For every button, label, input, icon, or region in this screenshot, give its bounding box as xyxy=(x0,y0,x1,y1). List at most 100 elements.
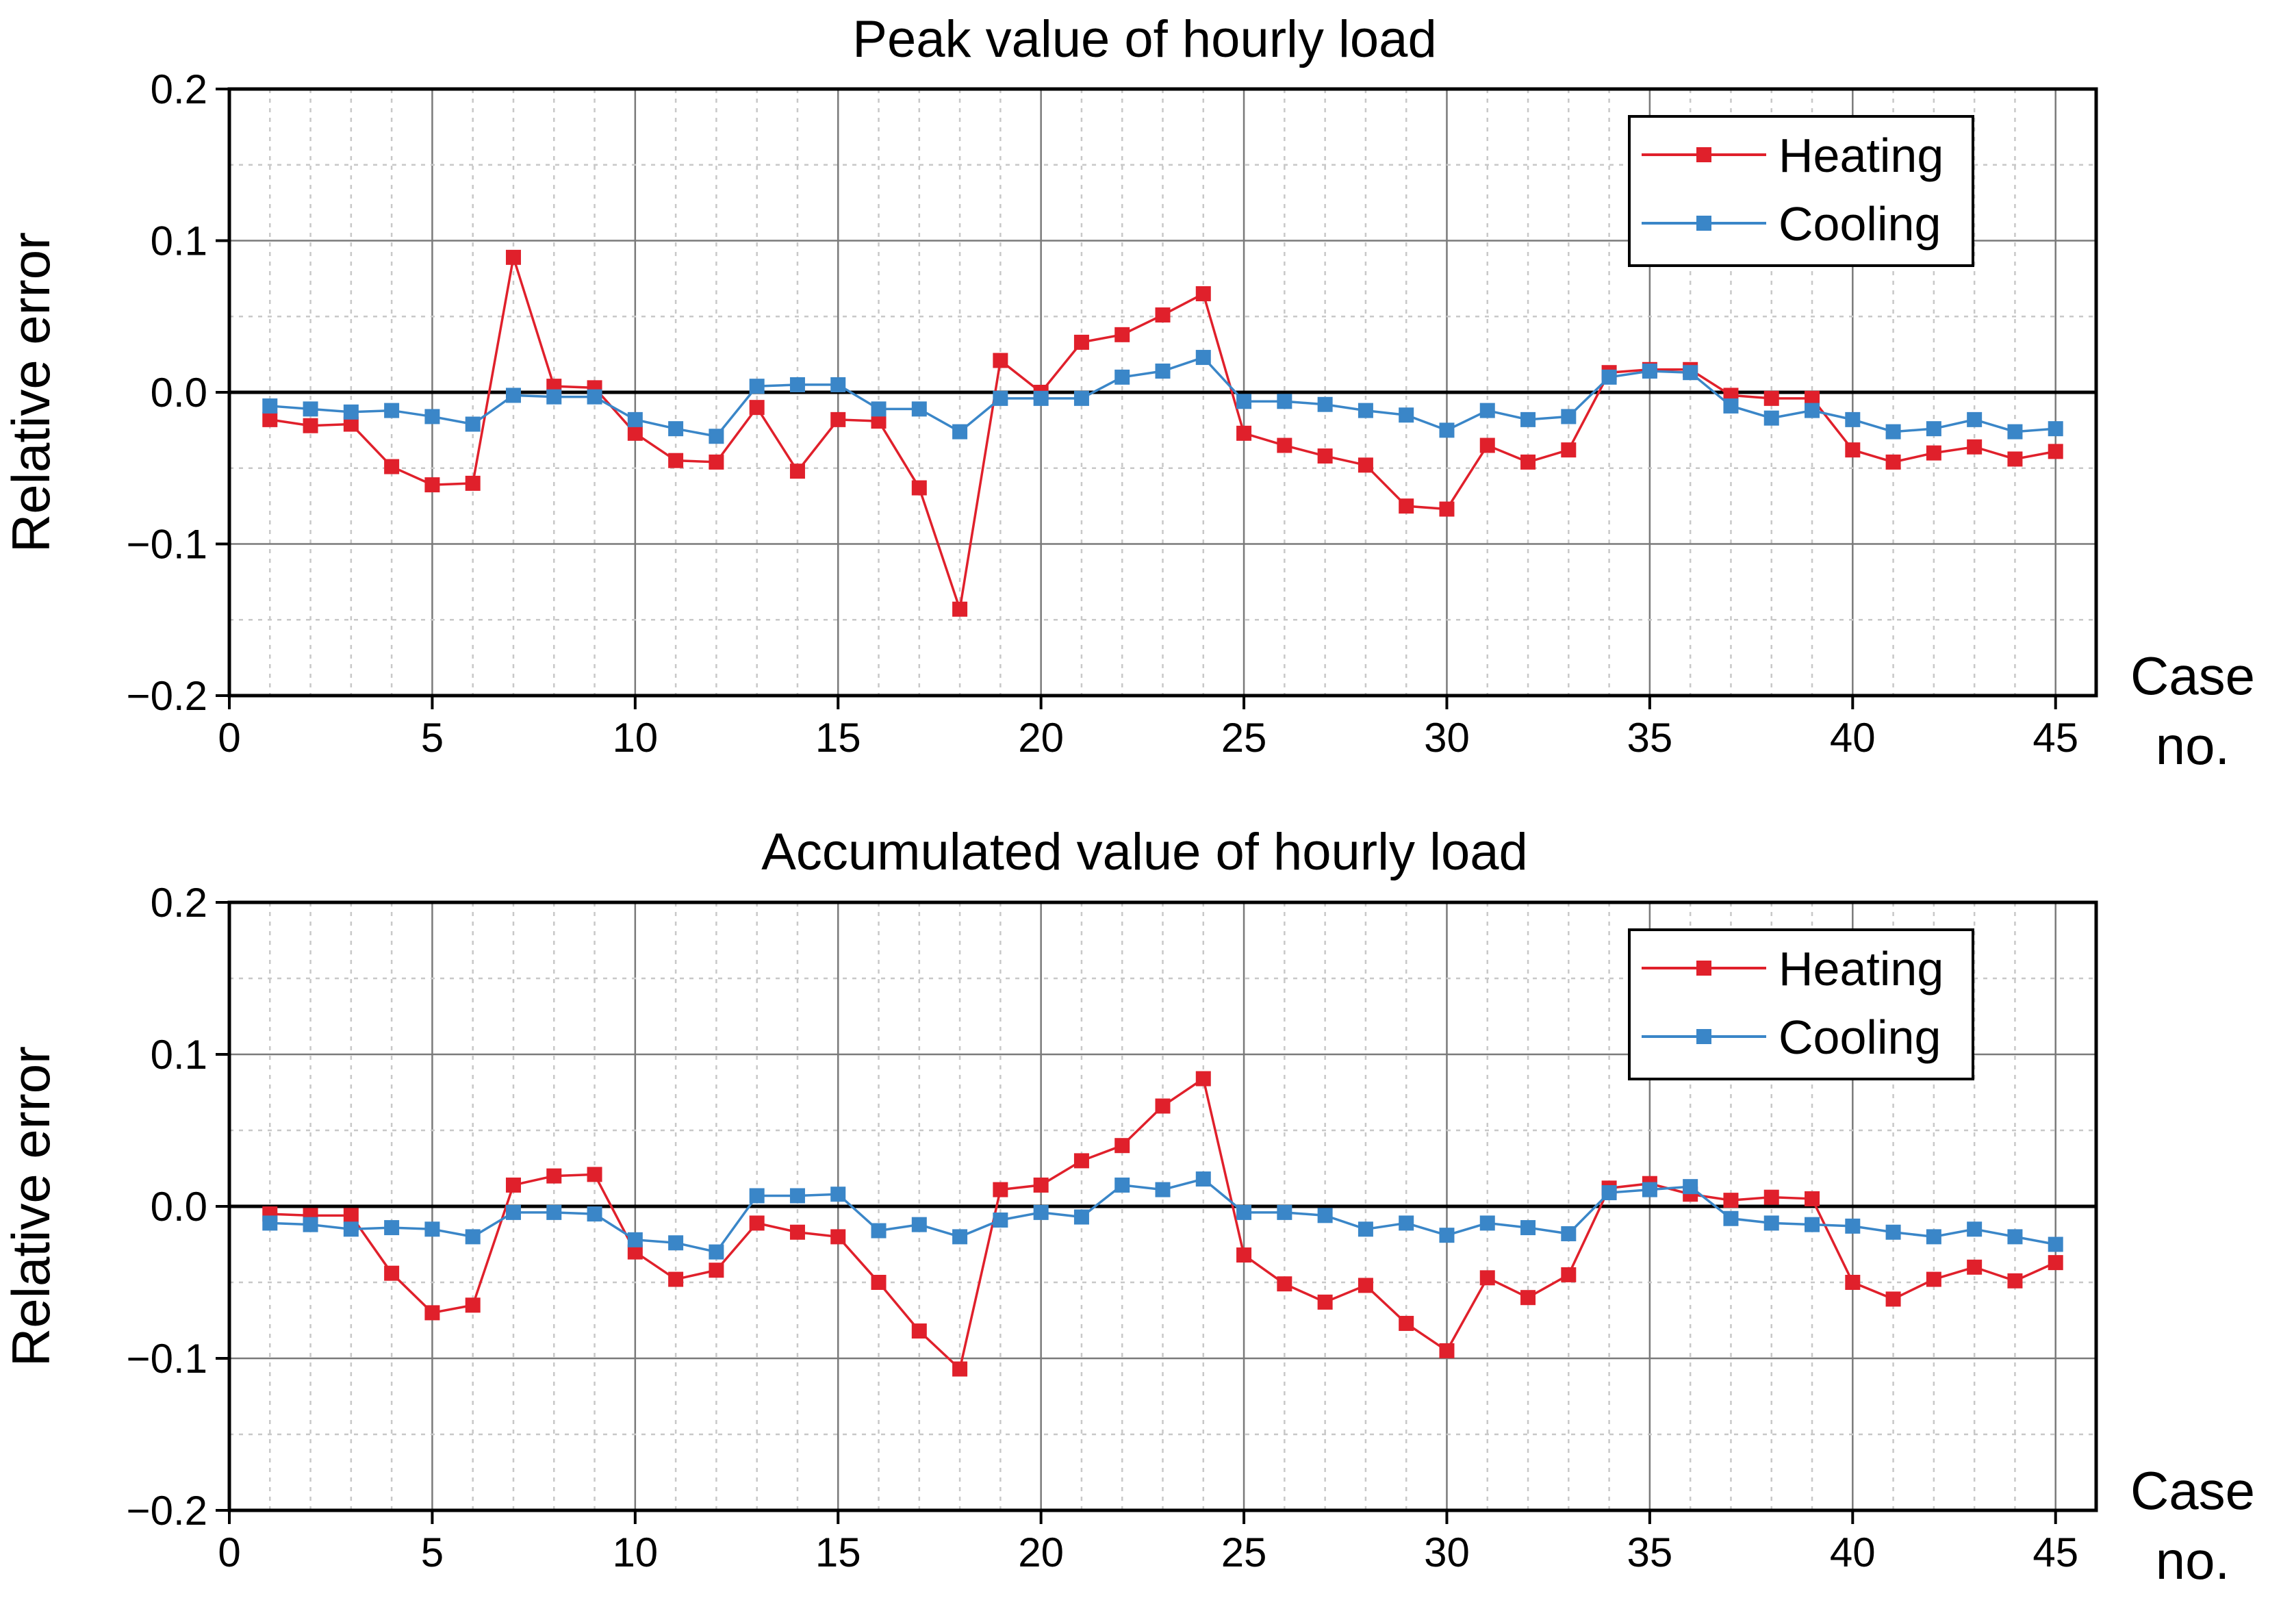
data-point-heating xyxy=(709,1263,724,1278)
x-tick-label: 35 xyxy=(1627,1530,1673,1575)
data-point-heating xyxy=(1885,454,1901,470)
data-point-cooling xyxy=(2048,1236,2063,1252)
x-tick-label: 40 xyxy=(1830,1530,1876,1575)
data-point-cooling xyxy=(1926,1229,1941,1245)
data-point-cooling xyxy=(1561,409,1577,424)
x-tick-label: 30 xyxy=(1424,715,1470,761)
data-point-heating xyxy=(1033,1177,1049,1193)
data-point-cooling xyxy=(1805,403,1820,418)
data-point-heating xyxy=(627,1244,643,1260)
x-tick-label: 20 xyxy=(1018,1530,1064,1575)
data-point-heating xyxy=(1967,1259,1983,1275)
data-point-heating xyxy=(1236,425,1252,441)
data-point-heating xyxy=(505,249,521,265)
data-point-heating xyxy=(1520,454,1536,470)
chart-title: Accumulated value of hourly load xyxy=(761,823,1528,881)
y-tick-label: 0.1 xyxy=(151,218,207,264)
data-point-cooling xyxy=(1358,1221,1373,1237)
x-tick-label: 15 xyxy=(815,715,861,761)
y-tick-label: −0.2 xyxy=(127,1488,207,1534)
data-point-heating xyxy=(505,1177,521,1193)
data-point-heating xyxy=(749,1215,765,1231)
data-point-cooling xyxy=(1155,363,1171,379)
series-markers xyxy=(262,1071,2063,1377)
data-point-heating xyxy=(1439,1343,1455,1358)
x-axis-label-line2: no. xyxy=(2156,1530,2230,1590)
data-point-heating xyxy=(830,411,846,427)
data-point-heating xyxy=(1358,1278,1373,1293)
y-axis-label: Relative error xyxy=(1,232,61,553)
data-point-heating xyxy=(952,601,968,617)
data-point-cooling xyxy=(709,1244,724,1260)
x-tick-label: 5 xyxy=(421,715,444,761)
data-point-cooling xyxy=(1399,407,1414,423)
x-axis-label-line1: Case xyxy=(2130,1460,2255,1521)
data-point-cooling xyxy=(1763,410,1779,426)
data-point-heating xyxy=(1114,327,1130,342)
data-point-cooling xyxy=(1399,1215,1414,1231)
y-tick-label: −0.1 xyxy=(127,1336,207,1382)
x-tick-label: 15 xyxy=(815,1530,861,1575)
data-point-cooling xyxy=(1683,365,1698,381)
data-point-cooling xyxy=(1236,394,1252,409)
data-point-cooling xyxy=(1763,1215,1779,1231)
data-point-cooling xyxy=(789,377,805,392)
data-point-cooling xyxy=(1561,1226,1577,1241)
data-point-cooling xyxy=(587,1206,602,1222)
data-point-heating xyxy=(1317,448,1333,464)
data-point-cooling xyxy=(952,1229,968,1245)
data-point-heating xyxy=(1195,286,1211,302)
data-point-heating xyxy=(343,1208,359,1223)
data-point-heating xyxy=(789,1224,805,1240)
data-point-cooling xyxy=(952,424,968,440)
chart-panel-peak: Peak value of hourly load 0 5 10 15 20 25 30 35… xyxy=(1,10,2255,776)
data-point-heating xyxy=(1723,1193,1739,1208)
data-point-cooling xyxy=(546,389,562,405)
data-point-heating xyxy=(384,459,400,474)
data-point-cooling xyxy=(465,1229,481,1245)
data-point-cooling xyxy=(343,404,359,420)
data-point-cooling xyxy=(424,1221,440,1237)
data-point-cooling xyxy=(1520,411,1536,427)
data-point-cooling xyxy=(1073,390,1089,406)
data-point-heating xyxy=(1399,1315,1414,1331)
data-point-cooling xyxy=(993,390,1008,406)
data-point-cooling xyxy=(1277,1204,1292,1220)
data-point-cooling xyxy=(465,416,481,432)
x-axis-label-line2: no. xyxy=(2156,715,2230,776)
data-point-heating xyxy=(871,1275,887,1290)
data-point-heating xyxy=(1845,442,1861,458)
legend-box xyxy=(1628,928,1974,1080)
data-point-cooling xyxy=(1845,411,1861,427)
data-point-heating xyxy=(911,480,927,496)
data-point-cooling xyxy=(303,401,318,417)
legend-label-cooling: Cooling xyxy=(1779,197,1941,251)
legend: Heating Cooling xyxy=(1628,928,1974,1080)
data-point-cooling xyxy=(627,411,643,427)
data-point-cooling xyxy=(1723,1210,1739,1226)
data-point-cooling xyxy=(1277,394,1292,409)
data-point-cooling xyxy=(1520,1220,1536,1236)
data-point-heating xyxy=(871,414,887,429)
legend-box xyxy=(1628,115,1974,267)
data-point-heating xyxy=(1805,1191,1820,1206)
data-point-heating xyxy=(1885,1291,1901,1307)
data-point-heating xyxy=(668,453,684,468)
data-point-heating xyxy=(1114,1138,1130,1154)
y-tick-labels: −0.2 −0.1 0.0 0.1 0.2 xyxy=(127,66,207,719)
data-point-heating xyxy=(952,1361,968,1377)
data-point-heating xyxy=(1317,1294,1333,1310)
data-point-cooling xyxy=(1317,396,1333,412)
y-tick-label: 0.0 xyxy=(151,1184,207,1230)
data-point-cooling xyxy=(1805,1217,1820,1232)
x-tick-label: 10 xyxy=(612,1530,658,1575)
data-point-cooling xyxy=(505,388,521,403)
data-point-cooling xyxy=(1033,390,1049,406)
legend-label-heating: Heating xyxy=(1779,129,1944,182)
data-point-heating xyxy=(1763,1189,1779,1205)
data-point-cooling xyxy=(1439,1228,1455,1243)
data-point-cooling xyxy=(1926,421,1941,437)
x-tick-label: 35 xyxy=(1627,715,1673,761)
y-tick-label: 0.2 xyxy=(151,66,207,112)
